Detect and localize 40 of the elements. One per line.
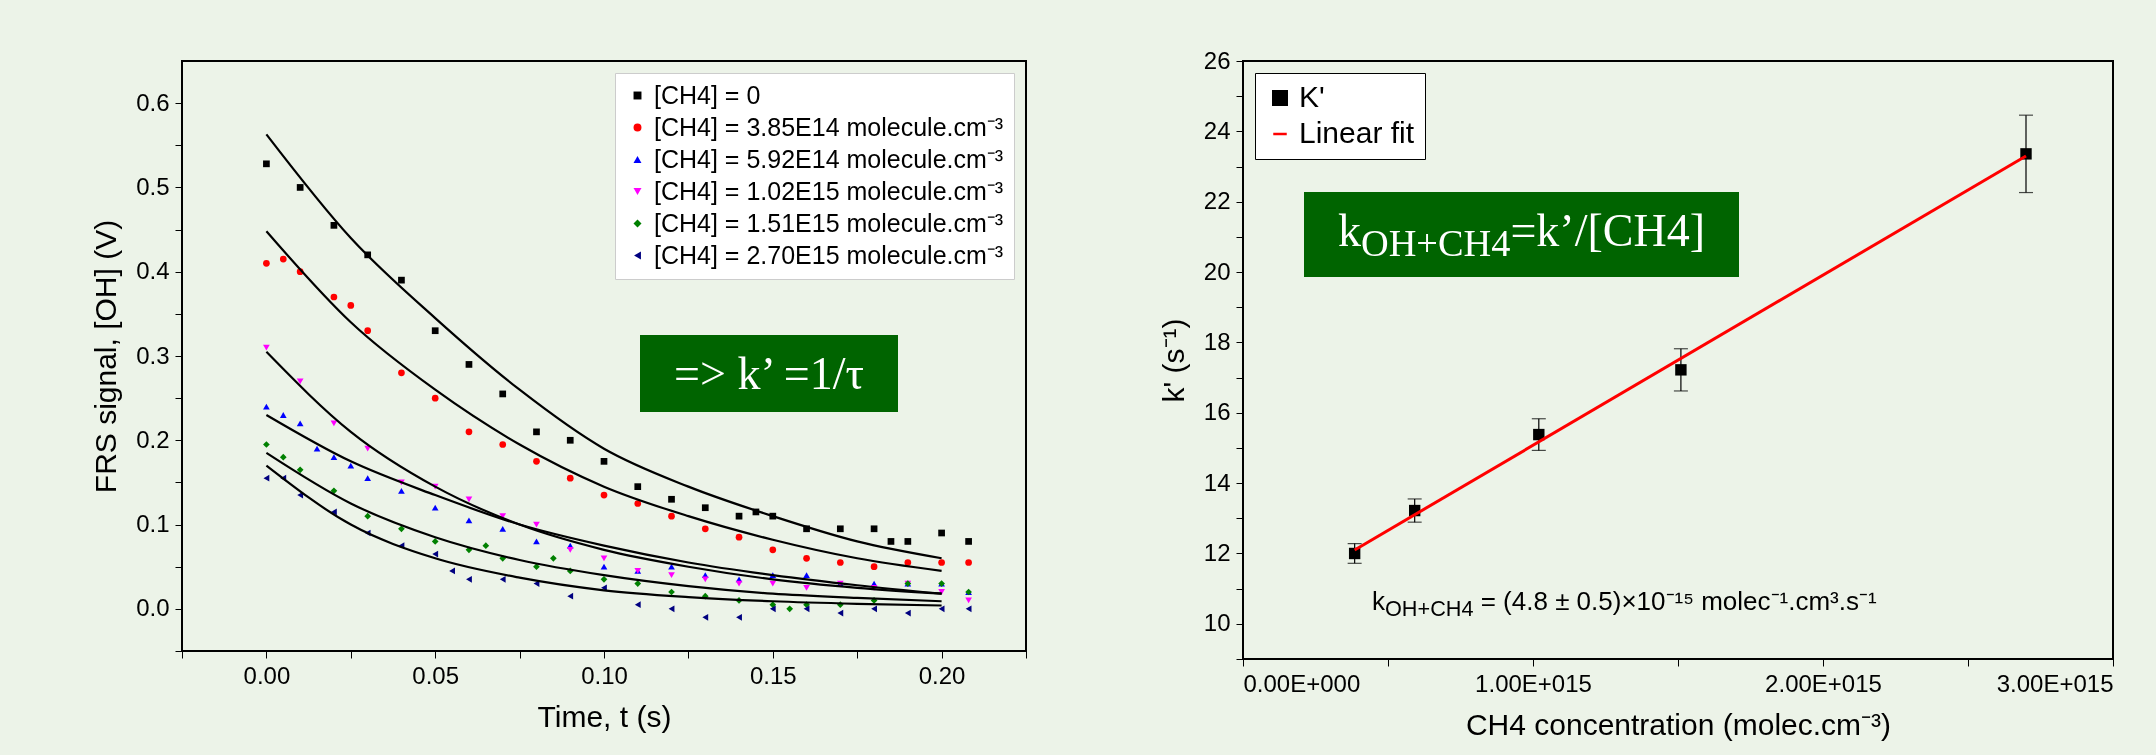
y-tick-label: 0.2 (136, 425, 170, 453)
y-tick-label: 26 (1203, 46, 1231, 74)
y-tick-label: 0.5 (136, 172, 170, 200)
y-tick-label: 0.4 (136, 257, 170, 285)
legend-label: K' (1299, 80, 1325, 113)
y-axis-title: k' (s⁻¹) (1156, 318, 1190, 403)
x-tick-label: 2.00E+015 (1765, 669, 1882, 697)
x-tick-label: 3.00E+015 (1996, 669, 2114, 697)
y-axis-title: FRS signal, [OH] (V) (89, 219, 123, 494)
y-tick-label: 0.3 (136, 341, 170, 369)
y-tick-label: 18 (1203, 327, 1231, 355)
annotation: => k’ =1/τ (640, 335, 898, 412)
y-tick-label: 0.6 (136, 88, 170, 116)
x-tick-label: 0.20 (918, 661, 966, 689)
legend-label: [CH4] = 5.92E14 molecule.cm⁻³ (654, 144, 1004, 173)
legend-label: [CH4] = 2.70E15 molecule.cm⁻³ (654, 240, 1004, 269)
y-tick-label: 14 (1203, 468, 1231, 496)
x-tick-label: 0.15 (749, 661, 797, 689)
y-tick-label: 10 (1203, 609, 1231, 637)
legend-label: [CH4] = 1.51E15 molecule.cm⁻³ (654, 208, 1004, 237)
x-axis-title: Time, t (s) (537, 699, 672, 733)
x-tick-label: 0.10 (581, 661, 628, 689)
legend-label: [CH4] = 3.85E14 molecule.cm⁻³ (654, 112, 1004, 141)
x-tick-label: 1.00E+015 (1475, 669, 1592, 697)
legend-label: [CH4] = 0 (654, 80, 761, 109)
annotation: k$_{OH+CH4}$=k’/[CH4] (1304, 192, 1739, 278)
x-tick-label: 0.00 (243, 661, 291, 689)
y-tick-label: 0.1 (136, 510, 170, 538)
y-tick-label: 16 (1203, 398, 1231, 426)
x-axis-title: CH4 concentration (molec.cm⁻³) (1465, 707, 1892, 741)
y-tick-label: 22 (1203, 187, 1231, 215)
x-tick-label: 0.00E+000 (1243, 669, 1361, 697)
x-tick-label: 0.05 (412, 661, 460, 689)
y-tick-label: 24 (1203, 116, 1231, 144)
y-tick-label: 12 (1203, 538, 1231, 566)
legend-label: Linear fit (1299, 116, 1415, 149)
y-tick-label: 0.0 (136, 594, 170, 622)
y-tick-label: 20 (1203, 257, 1231, 285)
legend-label: [CH4] = 1.02E15 molecule.cm⁻³ (654, 176, 1004, 205)
annotation: k$_{OH+CH4}$ = (4.8 ± 0.5)×10⁻¹⁵ molec⁻¹.cm³.s⁻¹ (1372, 585, 1877, 623)
